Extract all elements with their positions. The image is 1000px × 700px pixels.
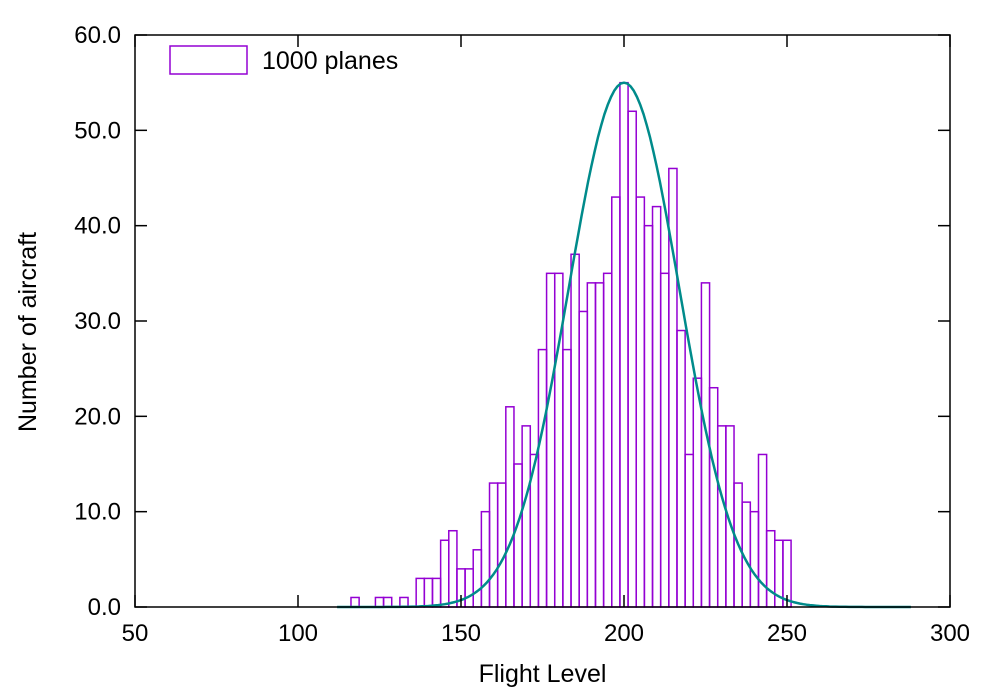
x-tick-label: 250: [767, 620, 807, 647]
y-tick-labels: 0.0 10.0 20.0 30.0 40.0 50.0 60.0: [74, 22, 121, 621]
x-tick-label: 50: [122, 620, 149, 647]
y-tick-label: 0.0: [88, 594, 121, 621]
histogram-bar: [659, 272, 670, 608]
histogram-bar: [439, 539, 450, 608]
x-tick-label: 150: [441, 620, 481, 647]
y-tick-label: 20.0: [74, 403, 121, 430]
histogram-bar: [594, 282, 605, 608]
histogram-bar: [749, 510, 760, 608]
legend-label: 1000 planes: [262, 47, 399, 75]
histogram-bar: [627, 110, 637, 608]
histogram-bar: [382, 596, 393, 608]
histogram-bar: [374, 596, 385, 608]
histogram-bar: [472, 549, 483, 608]
histogram-bar: [505, 406, 515, 608]
y-tick-label: 30.0: [74, 308, 121, 335]
histogram-bar: [415, 577, 426, 608]
histogram-bar: [448, 529, 458, 608]
histogram-bar: [350, 596, 360, 608]
y-tick-label: 60.0: [74, 22, 121, 49]
x-tick-label: 300: [930, 620, 970, 647]
histogram-bar: [602, 272, 613, 608]
histogram-bars: [350, 81, 792, 608]
histogram-bar: [513, 463, 523, 608]
histogram-bar: [692, 377, 703, 608]
histogram-bar: [431, 577, 442, 608]
y-tick-label: 10.0: [74, 499, 121, 526]
histogram-bar: [521, 425, 532, 608]
histogram-bar: [635, 196, 646, 608]
histogram-bar: [643, 224, 654, 608]
histogram-bar: [562, 348, 572, 608]
x-tick-label: 100: [278, 620, 318, 647]
axis-ticks: [134, 34, 951, 608]
histogram-bar: [708, 386, 719, 608]
histogram-bar: [488, 482, 499, 608]
histogram-bar: [570, 253, 580, 608]
histogram-bar: [537, 348, 548, 608]
histogram-bar: [716, 425, 727, 608]
histogram-bar: [676, 329, 686, 608]
gaussian-curve: [337, 81, 911, 609]
histogram-bar: [684, 453, 695, 608]
histogram-bar: [464, 568, 474, 608]
y-tick-label: 50.0: [74, 117, 121, 144]
x-tick-label: 200: [604, 620, 644, 647]
histogram-bar: [619, 81, 629, 608]
histogram-bar: [480, 510, 491, 608]
y-axis-title: Number of aircraft: [14, 231, 42, 432]
histogram-bar: [586, 282, 597, 608]
x-tick-labels: 50 100 150 200 250 300: [122, 620, 970, 647]
histogram-bar: [423, 577, 434, 608]
histogram-bar: [611, 196, 621, 608]
legend-sample-box: [169, 45, 248, 75]
histogram-bar: [545, 272, 556, 608]
y-tick-label: 40.0: [74, 213, 121, 240]
plot-border: [134, 34, 951, 608]
x-axis-title: Flight Level: [478, 660, 607, 688]
histogram-bar: [765, 529, 776, 608]
histogram-bar: [651, 205, 662, 608]
histogram-bar: [578, 310, 589, 608]
histogram-bar: [496, 482, 507, 608]
